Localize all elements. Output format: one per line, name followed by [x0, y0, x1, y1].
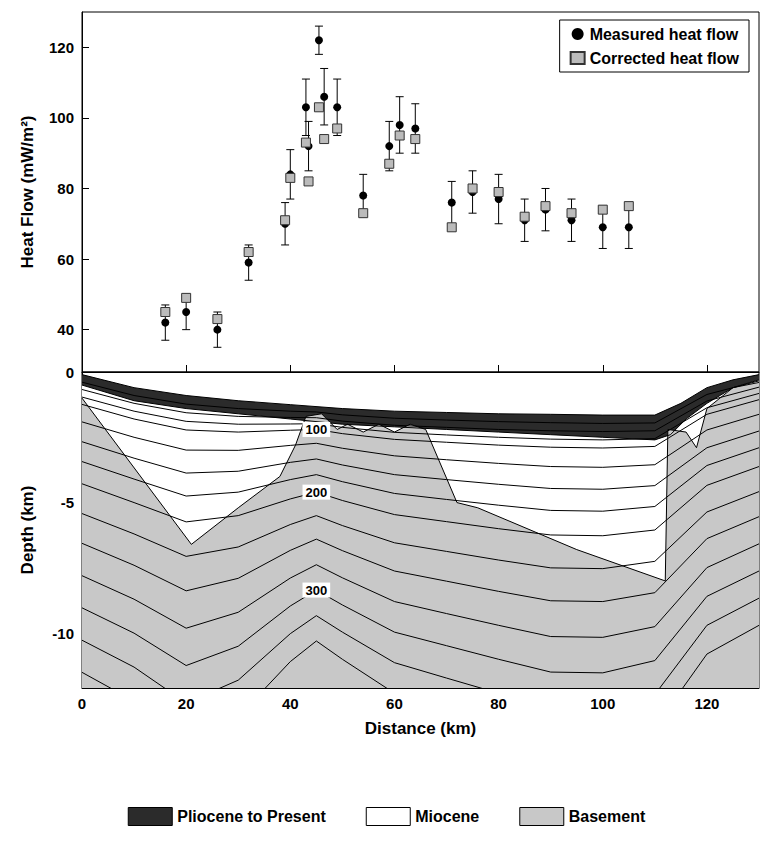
svg-text:Pliocene to Present: Pliocene to Present — [177, 808, 326, 825]
svg-text:0: 0 — [78, 695, 86, 712]
svg-text:Miocene: Miocene — [415, 808, 479, 825]
svg-text:80: 80 — [57, 180, 74, 197]
svg-text:Depth (km): Depth (km) — [18, 486, 37, 575]
svg-text:120: 120 — [49, 39, 74, 56]
svg-text:Basement: Basement — [569, 808, 646, 825]
svg-text:20: 20 — [178, 695, 195, 712]
svg-text:60: 60 — [386, 695, 403, 712]
svg-text:300: 300 — [305, 583, 327, 598]
svg-text:Heat Flow (mW/m²): Heat Flow (mW/m²) — [18, 116, 37, 269]
svg-text:0: 0 — [66, 364, 74, 381]
svg-text:200: 200 — [305, 485, 327, 500]
svg-text:-10: -10 — [52, 625, 74, 642]
svg-text:Measured heat flow: Measured heat flow — [590, 26, 739, 43]
svg-text:40: 40 — [282, 695, 299, 712]
svg-text:100: 100 — [49, 109, 74, 126]
svg-text:100: 100 — [590, 695, 615, 712]
svg-text:Corrected heat flow: Corrected heat flow — [590, 50, 740, 67]
svg-text:60: 60 — [57, 251, 74, 268]
svg-text:120: 120 — [694, 695, 719, 712]
svg-text:40: 40 — [57, 321, 74, 338]
svg-text:100: 100 — [305, 422, 327, 437]
svg-text:Distance (km): Distance (km) — [365, 719, 476, 738]
svg-text:-5: -5 — [61, 494, 74, 511]
svg-text:80: 80 — [490, 695, 507, 712]
